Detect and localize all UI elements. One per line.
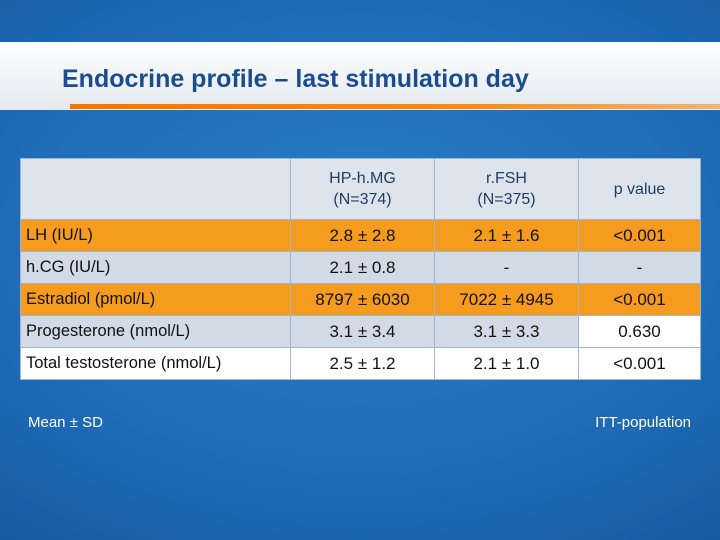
row-label: Estradiol (pmol/L): [20, 283, 291, 316]
header-rfsh-name: r.FSH: [486, 170, 527, 187]
table-row: h.CG (IU/L) 2.1 ± 0.8 - -: [20, 251, 701, 284]
table-row: Total testosterone (nmol/L) 2.5 ± 1.2 2.…: [20, 347, 701, 380]
cell-rfsh: -: [434, 251, 579, 284]
cell-rfsh: 3.1 ± 3.3: [434, 315, 579, 348]
cell-rfsh: 7022 ± 4945: [434, 283, 579, 316]
cell-pvalue: -: [578, 251, 701, 284]
header-hpmg-n: (N=374): [333, 191, 392, 208]
table-row: LH (IU/L) 2.8 ± 2.8 2.1 ± 1.6 <0.001: [20, 219, 701, 252]
table-row: Progesterone (nmol/L) 3.1 ± 3.4 3.1 ± 3.…: [20, 315, 701, 348]
cell-pvalue: 0.630: [578, 315, 701, 348]
title-panel: [0, 42, 720, 110]
header-cell-pvalue: p value: [578, 158, 701, 220]
header-cell-blank: [20, 158, 291, 220]
row-label: h.CG (IU/L): [20, 251, 291, 284]
footnote-mean-sd: Mean ± SD: [28, 414, 103, 431]
cell-hpmg: 3.1 ± 3.4: [290, 315, 435, 348]
title-underline: [70, 104, 720, 109]
cell-pvalue: <0.001: [578, 219, 701, 252]
cell-hpmg: 8797 ± 6030: [290, 283, 435, 316]
table-row: Estradiol (pmol/L) 8797 ± 6030 7022 ± 49…: [20, 283, 701, 316]
cell-rfsh: 2.1 ± 1.6: [434, 219, 579, 252]
cell-hpmg: 2.8 ± 2.8: [290, 219, 435, 252]
table-header-row: HP-h.MG (N=374) r.FSH (N=375) p value: [20, 158, 701, 220]
row-label: LH (IU/L): [20, 219, 291, 252]
header-rfsh-n: (N=375): [477, 191, 536, 208]
endocrine-table: HP-h.MG (N=374) r.FSH (N=375) p value LH…: [20, 158, 701, 380]
slide-title: Endocrine profile – last stimulation day: [62, 65, 529, 93]
cell-pvalue: <0.001: [578, 283, 701, 316]
cell-hpmg: 2.1 ± 0.8: [290, 251, 435, 284]
header-cell-hpmg: HP-h.MG (N=374): [290, 158, 435, 220]
cell-rfsh: 2.1 ± 1.0: [434, 347, 579, 380]
header-pvalue-label: p value: [613, 180, 666, 198]
header-hpmg-name: HP-h.MG: [329, 170, 396, 187]
row-label: Total testosterone (nmol/L): [20, 347, 291, 380]
header-cell-rfsh: r.FSH (N=375): [434, 158, 579, 220]
footnote-population: ITT-population: [595, 414, 691, 431]
row-label: Progesterone (nmol/L): [20, 315, 291, 348]
cell-pvalue: <0.001: [578, 347, 701, 380]
cell-hpmg: 2.5 ± 1.2: [290, 347, 435, 380]
